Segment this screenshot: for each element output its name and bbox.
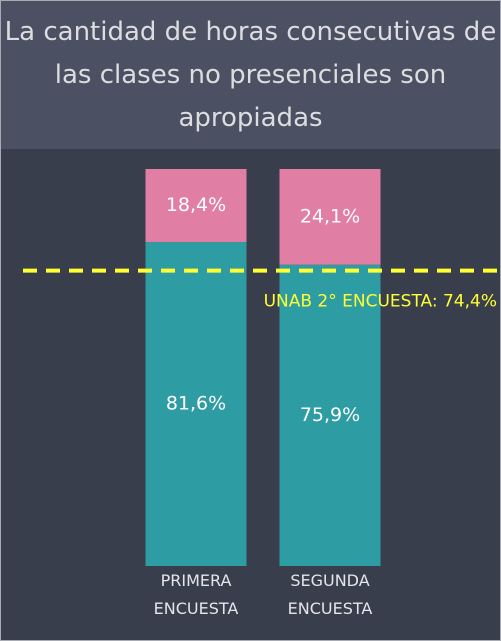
bar-segment [145,242,247,566]
bar-segment [279,264,381,566]
data-label: 18,4% [166,194,226,216]
bar-segment [145,169,247,243]
x-tick-label: PRIMERA ENCUESTA [153,571,239,618]
bar-segment [279,169,381,265]
data-label: 24,1% [300,205,360,227]
data-label: 75,9% [300,404,360,426]
reference-label: UNAB 2° ENCUESTA: 74,4% [264,292,497,312]
chart-title: La cantidad de horas consecutivas de las… [1,1,500,149]
x-tick-label: SEGUNDA ENCUESTA [287,571,373,618]
data-label: 81,6% [166,393,226,415]
